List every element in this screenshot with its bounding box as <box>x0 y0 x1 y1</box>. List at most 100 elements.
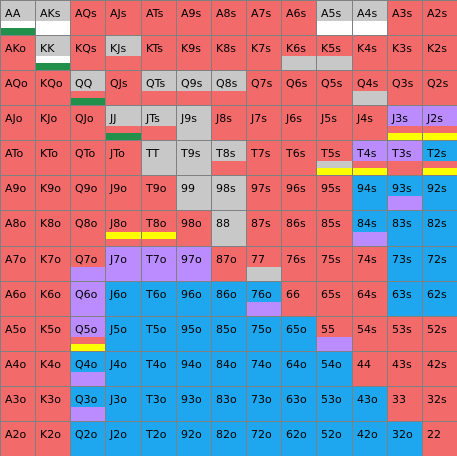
hand-cell-t3s[interactable]: T3s <box>388 141 422 175</box>
hand-cell-q6o[interactable]: Q6o <box>71 282 105 316</box>
hand-cell-94s[interactable]: 94s <box>353 176 387 210</box>
hand-cell-k4s[interactable]: K4s <box>353 36 387 70</box>
hand-cell-76o[interactable]: 76o <box>247 282 281 316</box>
hand-cell-74s[interactable]: 74s <box>353 247 387 281</box>
hand-cell-k3s[interactable]: K3s <box>388 36 422 70</box>
hand-cell-kts[interactable]: KTs <box>142 36 176 70</box>
hand-cell-t9o[interactable]: T9o <box>142 176 176 210</box>
hand-cell-84s[interactable]: 84s <box>353 211 387 246</box>
hand-cell-j5s[interactable]: J5s <box>317 106 352 140</box>
hand-cell-qjs[interactable]: QJs <box>106 71 141 105</box>
hand-cell-53o[interactable]: 53o <box>317 387 352 421</box>
hand-cell-jts[interactable]: JTs <box>142 106 176 140</box>
hand-cell-k6o[interactable]: K6o <box>36 282 70 316</box>
hand-cell-kqs[interactable]: KQs <box>71 36 105 70</box>
hand-cell-k2o[interactable]: K2o <box>36 422 70 456</box>
hand-cell-52o[interactable]: 52o <box>317 422 352 456</box>
hand-cell-62s[interactable]: 62s <box>423 282 457 316</box>
hand-cell-aa[interactable]: AA <box>1 1 35 35</box>
hand-cell-t6s[interactable]: T6s <box>282 141 316 175</box>
hand-cell-t2o[interactable]: T2o <box>142 422 176 456</box>
hand-cell-t3o[interactable]: T3o <box>142 387 176 421</box>
hand-cell-97o[interactable]: 97o <box>177 247 211 281</box>
hand-cell-j3o[interactable]: J3o <box>106 387 141 421</box>
hand-cell-a6s[interactable]: A6s <box>282 1 316 35</box>
hand-cell-a7o[interactable]: A7o <box>1 247 35 281</box>
hand-cell-54s[interactable]: 54s <box>353 317 387 351</box>
hand-cell-q8s[interactable]: Q8s <box>212 71 246 105</box>
hand-cell-t8o[interactable]: T8o <box>142 211 176 246</box>
hand-cell-a9s[interactable]: A9s <box>177 1 211 35</box>
hand-cell-k6s[interactable]: K6s <box>282 36 316 70</box>
hand-cell-j2o[interactable]: J2o <box>106 422 141 456</box>
hand-cell-q2o[interactable]: Q2o <box>71 422 105 456</box>
hand-cell-k9o[interactable]: K9o <box>36 176 70 210</box>
hand-cell-t2s[interactable]: T2s <box>423 141 457 175</box>
hand-cell-kto[interactable]: KTo <box>36 141 70 175</box>
hand-cell-54o[interactable]: 54o <box>317 352 352 386</box>
hand-cell-j9s[interactable]: J9s <box>177 106 211 140</box>
hand-cell-k4o[interactable]: K4o <box>36 352 70 386</box>
hand-cell-q2s[interactable]: Q2s <box>423 71 457 105</box>
hand-cell-83o[interactable]: 83o <box>212 387 246 421</box>
hand-cell-t4s[interactable]: T4s <box>353 141 387 175</box>
hand-cell-97s[interactable]: 97s <box>247 176 281 210</box>
hand-cell-93o[interactable]: 93o <box>177 387 211 421</box>
hand-cell-95s[interactable]: 95s <box>317 176 352 210</box>
hand-cell-a6o[interactable]: A6o <box>1 282 35 316</box>
hand-cell-q8o[interactable]: Q8o <box>71 211 105 246</box>
hand-cell-k5s[interactable]: K5s <box>317 36 352 70</box>
hand-cell-73s[interactable]: 73s <box>388 247 422 281</box>
hand-cell-85s[interactable]: 85s <box>317 211 352 246</box>
hand-cell-j7o[interactable]: J7o <box>106 247 141 281</box>
hand-cell-j4s[interactable]: J4s <box>353 106 387 140</box>
hand-cell-62o[interactable]: 62o <box>282 422 316 456</box>
hand-cell-64s[interactable]: 64s <box>353 282 387 316</box>
hand-cell-q7o[interactable]: Q7o <box>71 247 105 281</box>
hand-cell-a3s[interactable]: A3s <box>388 1 422 35</box>
hand-cell-t6o[interactable]: T6o <box>142 282 176 316</box>
hand-cell-j5o[interactable]: J5o <box>106 317 141 351</box>
hand-cell-kjo[interactable]: KJo <box>36 106 70 140</box>
hand-cell-85o[interactable]: 85o <box>212 317 246 351</box>
hand-cell-94o[interactable]: 94o <box>177 352 211 386</box>
hand-cell-a2o[interactable]: A2o <box>1 422 35 456</box>
hand-cell-72o[interactable]: 72o <box>247 422 281 456</box>
hand-cell-93s[interactable]: 93s <box>388 176 422 210</box>
hand-cell-q7s[interactable]: Q7s <box>247 71 281 105</box>
hand-cell-jj[interactable]: JJ <box>106 106 141 140</box>
hand-cell-a4o[interactable]: A4o <box>1 352 35 386</box>
hand-cell-t5s[interactable]: T5s <box>317 141 352 175</box>
hand-cell-kjs[interactable]: KJs <box>106 36 141 70</box>
hand-cell-ako[interactable]: AKo <box>1 36 35 70</box>
hand-cell-42s[interactable]: 42s <box>423 352 457 386</box>
hand-cell-95o[interactable]: 95o <box>177 317 211 351</box>
hand-cell-a5o[interactable]: A5o <box>1 317 35 351</box>
hand-cell-72s[interactable]: 72s <box>423 247 457 281</box>
hand-cell-qts[interactable]: QTs <box>142 71 176 105</box>
hand-cell-43o[interactable]: 43o <box>353 387 387 421</box>
hand-cell-t9s[interactable]: T9s <box>177 141 211 175</box>
hand-cell-22[interactable]: 22 <box>423 422 457 456</box>
hand-cell-83s[interactable]: 83s <box>388 211 422 246</box>
hand-cell-q5s[interactable]: Q5s <box>317 71 352 105</box>
hand-cell-ajo[interactable]: AJo <box>1 106 35 140</box>
hand-cell-96s[interactable]: 96s <box>282 176 316 210</box>
hand-cell-k5o[interactable]: K5o <box>36 317 70 351</box>
hand-cell-qjo[interactable]: QJo <box>71 106 105 140</box>
hand-cell-75s[interactable]: 75s <box>317 247 352 281</box>
hand-cell-j8s[interactable]: J8s <box>212 106 246 140</box>
hand-cell-a9o[interactable]: A9o <box>1 176 35 210</box>
hand-cell-86s[interactable]: 86s <box>282 211 316 246</box>
hand-cell-66[interactable]: 66 <box>282 282 316 316</box>
hand-cell-82o[interactable]: 82o <box>212 422 246 456</box>
hand-cell-a8o[interactable]: A8o <box>1 211 35 246</box>
hand-cell-q4o[interactable]: Q4o <box>71 352 105 386</box>
hand-cell-t7s[interactable]: T7s <box>247 141 281 175</box>
hand-cell-92o[interactable]: 92o <box>177 422 211 456</box>
hand-cell-k8s[interactable]: K8s <box>212 36 246 70</box>
hand-cell-65o[interactable]: 65o <box>282 317 316 351</box>
hand-cell-42o[interactable]: 42o <box>353 422 387 456</box>
hand-cell-55[interactable]: 55 <box>317 317 352 351</box>
hand-cell-52s[interactable]: 52s <box>423 317 457 351</box>
